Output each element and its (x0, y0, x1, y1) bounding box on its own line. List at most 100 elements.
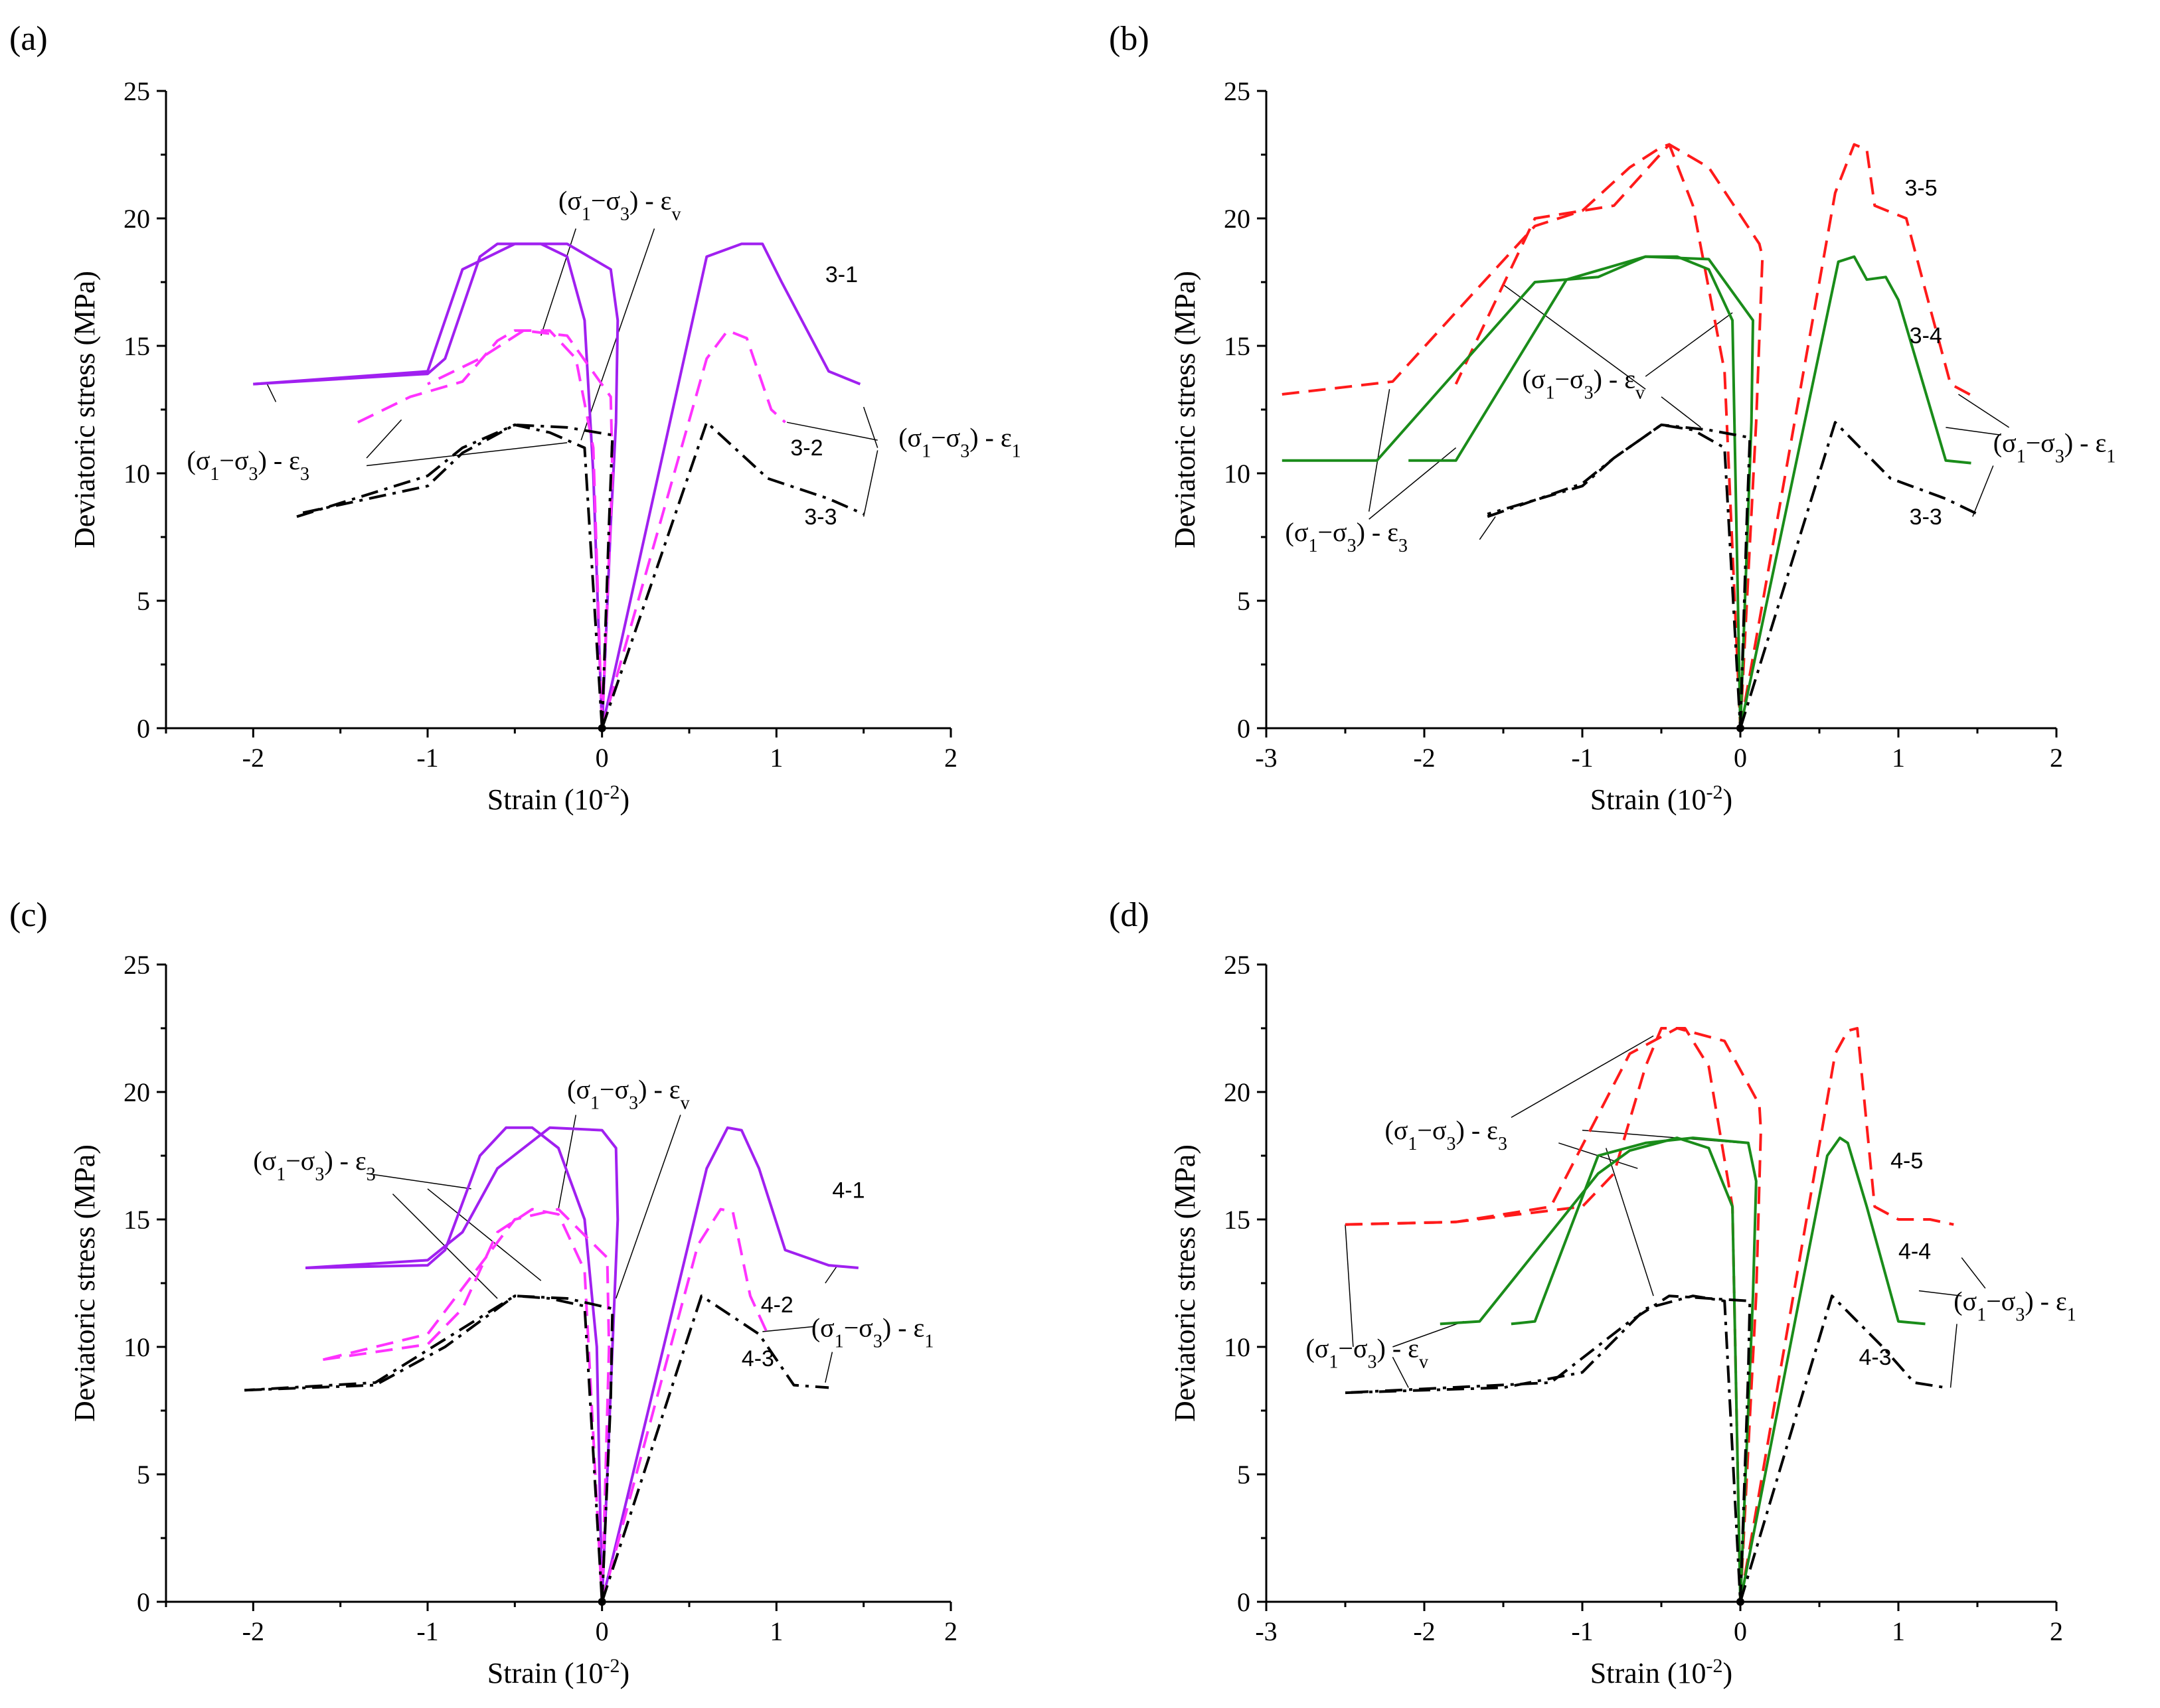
x-tick-label: 2 (2050, 1616, 2063, 1646)
annotation-leader (1392, 1320, 1464, 1348)
specimen-label: 4-3 (742, 1346, 774, 1371)
y-tick-label: 0 (1237, 1587, 1250, 1617)
annotation-leader (1972, 465, 1994, 517)
x-tick-label: 0 (1734, 743, 1747, 773)
curve-annotation: (σ1−σ3) - ε3 (253, 1146, 375, 1185)
panel-c: (c) 0 5 10 15 20 25 -2 -1 0 1 2 Strain (10-2) Deviato… (9, 896, 957, 1689)
series-line (296, 424, 604, 729)
series-line (1282, 143, 1742, 729)
annotation-leader (558, 1115, 577, 1209)
x-tick-label: 1 (770, 743, 783, 773)
annotation-leader (266, 384, 277, 402)
x-axis-title: Strain (10-2) (487, 781, 629, 816)
origin-point (1736, 724, 1744, 732)
series-line (244, 1294, 614, 1602)
annotation-leader (1369, 447, 1457, 520)
origin-point (598, 1598, 606, 1606)
x-tick-label: 0 (596, 743, 609, 773)
y-tick-label: 20 (1224, 1077, 1250, 1107)
series-line (296, 424, 614, 729)
annotation-leader (1511, 1035, 1654, 1119)
x-tick-label: 1 (1892, 1616, 1905, 1646)
series-line (1739, 1027, 1954, 1602)
series-line (305, 1126, 604, 1602)
x-tick-label: 1 (1892, 743, 1905, 773)
y-tick-label: 20 (1224, 204, 1250, 234)
curve-annotation: (σ1−σ3) - εv (558, 186, 681, 225)
x-tick-label: -1 (416, 1616, 438, 1646)
x-tick-label: -2 (1413, 743, 1435, 773)
x-tick-label: -2 (242, 1616, 264, 1646)
y-tick-label: 5 (137, 1460, 150, 1490)
curve-annotation: (σ1−σ3) - ε1 (898, 423, 1021, 462)
curve-annotation: (σ1−σ3) - ε3 (187, 445, 309, 485)
origin-point (1736, 1598, 1744, 1606)
specimen-label: 3-1 (825, 262, 858, 287)
specimen-label: 4-1 (832, 1178, 865, 1203)
y-tick-label: 25 (124, 76, 150, 106)
curve-annotation: (σ1−σ3) - ε3 (1286, 517, 1408, 556)
specimen-label: 3-3 (804, 505, 837, 530)
specimen-label: 3-4 (1910, 323, 1942, 349)
series-line (1739, 1136, 1926, 1602)
annotation-leader (863, 450, 878, 517)
series-line (1282, 255, 1742, 729)
x-tick-label: 1 (770, 1616, 783, 1646)
y-tick-label: 5 (137, 586, 150, 616)
y-axis-title: Deviatoric stress (MPa) (68, 271, 101, 548)
y-tick-label: 15 (1224, 1205, 1250, 1235)
y-tick-label: 0 (137, 714, 150, 743)
series-line (1345, 1294, 1742, 1602)
y-axis-title: Deviatoric stress (MPa) (68, 1144, 101, 1422)
panel-label: (a) (9, 20, 48, 58)
annotation-leader (427, 1188, 542, 1281)
annotation-leader (1946, 427, 2001, 436)
y-tick-label: 25 (124, 950, 150, 980)
annotation-leader (1368, 389, 1390, 512)
series-line (1454, 143, 1764, 729)
x-tick-label: -3 (1255, 743, 1277, 773)
series-line (1739, 1294, 1946, 1602)
annotation-leader (1958, 394, 2010, 428)
y-tick-label: 25 (1224, 76, 1250, 106)
origin-point (598, 724, 606, 732)
y-tick-label: 15 (124, 331, 150, 361)
annotation-leader (615, 1115, 681, 1299)
series-line (322, 1207, 611, 1602)
x-tick-label: 2 (944, 743, 957, 773)
x-tick-label: 0 (1734, 1616, 1747, 1646)
annotation-leader (825, 1352, 833, 1383)
panel-b: (b) 0 5 10 15 20 25 -3 -2 -1 0 1 2 Strain (10-2) Devia… (1109, 20, 2116, 816)
series-line (1487, 424, 1742, 729)
panel-d: (d) 0 5 10 15 20 25 -3 -2 -1 0 1 2 Strain (10-2) Devia… (1109, 896, 2076, 1689)
curve-annotation: (σ1−σ3) - ε1 (1953, 1286, 2076, 1325)
specimen-label: 4-5 (1890, 1148, 1923, 1174)
y-tick-label: 0 (1237, 714, 1250, 743)
curve-annotation: (σ1−σ3) - εv (567, 1075, 689, 1114)
x-axis-title: Strain (10-2) (1590, 781, 1732, 816)
x-tick-label: -1 (1571, 1616, 1593, 1646)
y-tick-label: 0 (137, 1587, 150, 1617)
x-tick-label: -2 (1413, 1616, 1435, 1646)
y-tick-label: 20 (124, 204, 150, 234)
specimen-label: 4-3 (1859, 1345, 1892, 1370)
annotation-leader (366, 442, 568, 467)
x-axis-title: Strain (10-2) (487, 1655, 629, 1690)
curve-annotation: (σ1−σ3) - ε3 (1385, 1115, 1507, 1154)
series-line (357, 329, 604, 729)
specimen-label: 3-5 (1905, 175, 1938, 200)
annotation-leader (1479, 516, 1496, 540)
panel-label: (b) (1109, 20, 1149, 58)
specimen-label: 3-3 (1910, 505, 1942, 530)
annotation-leader (863, 406, 878, 448)
annotation-leader (1661, 396, 1701, 428)
series-line (600, 421, 865, 729)
annotation-leader (786, 422, 878, 441)
y-tick-label: 15 (1224, 331, 1250, 361)
curve-annotation: (σ1−σ3) - εv (1523, 364, 1645, 403)
series-line (1345, 1027, 1742, 1602)
y-tick-label: 5 (1237, 586, 1250, 616)
series-line (1440, 1136, 1742, 1602)
specimen-label: 4-2 (761, 1292, 793, 1318)
